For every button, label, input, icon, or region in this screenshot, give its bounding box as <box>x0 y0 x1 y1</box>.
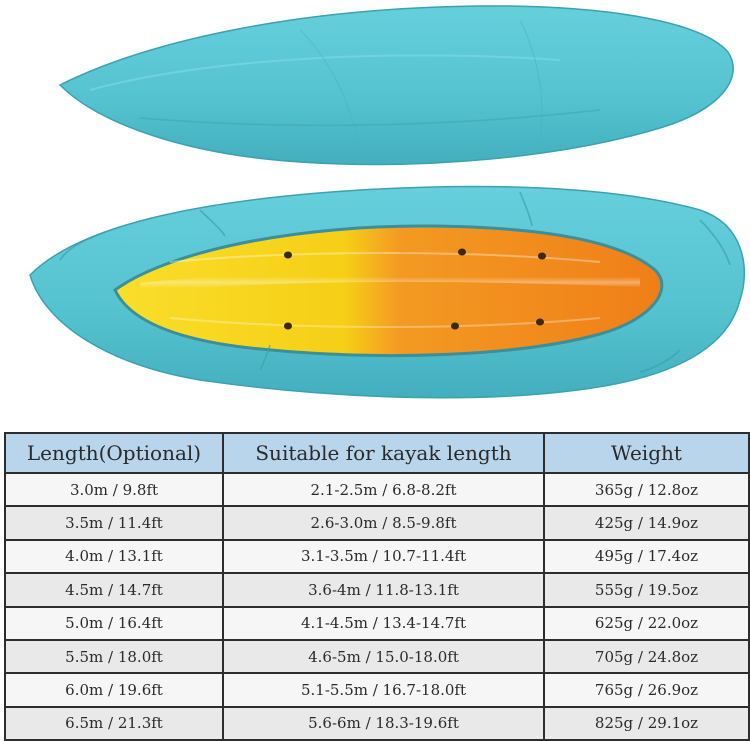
cell-weight: 825g / 29.1oz <box>543 705 750 741</box>
cell-weight: 705g / 24.8oz <box>543 638 750 675</box>
cell-weight: 425g / 14.9oz <box>543 505 750 541</box>
table-row: 3.0m / 9.8ft 2.1-2.5m / 6.8-8.2ft 365g /… <box>4 471 750 508</box>
cell-suitable-length: 5.6-6m / 18.3-19.6ft <box>222 705 545 741</box>
cell-length: 4.0m / 13.1ft <box>4 538 224 575</box>
header-suitable-kayak-length: Suitable for kayak length <box>222 432 545 474</box>
table-row: 4.5m / 14.7ft 3.6-4m / 11.8-13.1ft 555g … <box>4 572 750 608</box>
table-row: 5.5m / 18.0ft 4.6-5m / 15.0-18.0ft 705g … <box>4 638 750 675</box>
table-row: 6.0m / 19.6ft 5.1-5.5m / 16.7-18.0ft 765… <box>4 672 750 708</box>
cell-suitable-length: 2.1-2.5m / 6.8-8.2ft <box>222 471 545 508</box>
cell-weight: 555g / 19.5oz <box>543 572 750 608</box>
table-row: 3.5m / 11.4ft 2.6-3.0m / 8.5-9.8ft 425g … <box>4 505 750 541</box>
header-weight: Weight <box>543 432 750 474</box>
cell-weight: 495g / 17.4oz <box>543 538 750 575</box>
covered-kayak-top-view <box>58 5 734 166</box>
cell-suitable-length: 5.1-5.5m / 16.7-18.0ft <box>222 672 545 708</box>
cell-weight: 625g / 22.0oz <box>543 605 750 641</box>
cell-suitable-length: 2.6-3.0m / 8.5-9.8ft <box>222 505 545 541</box>
kayak-cover-illustration <box>29 5 746 399</box>
cell-suitable-length: 3.1-3.5m / 10.7-11.4ft <box>222 538 545 575</box>
cell-length: 4.5m / 14.7ft <box>4 572 224 608</box>
cell-length: 3.0m / 9.8ft <box>4 471 224 508</box>
cell-length: 5.5m / 18.0ft <box>4 638 224 675</box>
cell-length: 6.5m / 21.3ft <box>4 705 224 741</box>
cell-length: 3.5m / 11.4ft <box>4 505 224 541</box>
cell-weight: 765g / 26.9oz <box>543 672 750 708</box>
cell-suitable-length: 3.6-4m / 11.8-13.1ft <box>222 572 545 608</box>
size-table: Length(Optional) Suitable for kayak leng… <box>4 432 750 741</box>
table-row: 6.5m / 21.3ft 5.6-6m / 18.3-19.6ft 825g … <box>4 705 750 741</box>
cell-weight: 365g / 12.8oz <box>543 471 750 508</box>
table-row: 5.0m / 16.4ft 4.1-4.5m / 13.4-14.7ft 625… <box>4 605 750 641</box>
cell-suitable-length: 4.1-4.5m / 13.4-14.7ft <box>222 605 545 641</box>
header-length: Length(Optional) <box>4 432 224 474</box>
table-header-row: Length(Optional) Suitable for kayak leng… <box>4 432 750 474</box>
cell-length: 6.0m / 19.6ft <box>4 672 224 708</box>
table-row: 4.0m / 13.1ft 3.1-3.5m / 10.7-11.4ft 495… <box>4 538 750 575</box>
cell-suitable-length: 4.6-5m / 15.0-18.0ft <box>222 638 545 675</box>
size-chart: Length(Optional) Suitable for kayak leng… <box>4 432 750 741</box>
cell-length: 5.0m / 16.4ft <box>4 605 224 641</box>
kayak-hull-bottom-view <box>29 185 746 399</box>
